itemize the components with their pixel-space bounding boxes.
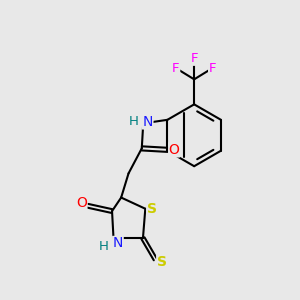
Text: H: H <box>98 240 108 253</box>
Text: F: F <box>190 52 198 65</box>
Text: S: S <box>147 202 157 216</box>
Text: S: S <box>157 255 167 269</box>
Text: N: N <box>113 236 123 250</box>
Text: O: O <box>169 143 180 157</box>
Text: F: F <box>209 61 216 75</box>
Text: F: F <box>172 61 180 75</box>
Text: H: H <box>129 116 139 128</box>
Text: N: N <box>142 115 153 129</box>
Text: O: O <box>76 196 87 210</box>
